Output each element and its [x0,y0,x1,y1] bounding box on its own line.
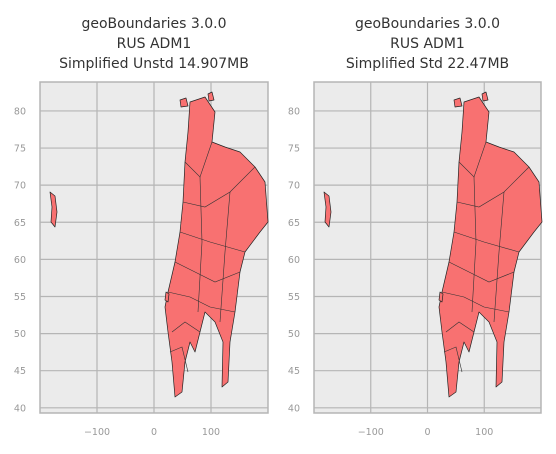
chart-title: geoBoundaries 3.0.0 [355,16,500,32]
y-tick-label: 45 [14,366,26,377]
y-tick-label: 45 [288,366,300,377]
x-tick-label: 0 [424,427,430,438]
y-tick-label: 60 [288,255,300,266]
y-tick-label: 75 [288,144,300,155]
y-tick-label: 70 [288,181,300,192]
y-tick-label: 60 [14,255,26,266]
panel: geoBoundaries 3.0.0 RUS ADM1 Simplified St… [288,16,543,438]
x-tick-label: −100 [84,427,110,438]
y-tick-label: 65 [14,218,26,229]
y-tick-label: 80 [14,106,26,117]
x-tick-label: 100 [202,427,220,438]
y-tick-label: 40 [288,403,300,414]
y-tick-label: 75 [14,144,26,155]
y-tick-label: 70 [14,181,26,192]
y-tick-label: 65 [288,218,300,229]
y-tick-label: 80 [288,106,300,117]
chart-title: geoBoundaries 3.0.0 [81,16,226,32]
chart-title: Simplified Std 22.47MB [346,56,509,72]
y-tick-label: 50 [14,329,26,340]
chart-title: RUS ADM1 [390,36,465,52]
y-tick-label: 40 [14,403,26,414]
y-tick-label: 55 [14,292,26,303]
x-tick-label: 0 [151,427,157,438]
panel: geoBoundaries 3.0.0 RUS ADM1 Simplified Un… [14,16,269,438]
y-tick-label: 55 [288,292,300,303]
chart-title: Simplified Unstd 14.907MB [59,56,249,72]
y-tick-label: 50 [288,329,300,340]
chart-title: RUS ADM1 [117,36,192,52]
x-tick-label: 100 [475,427,493,438]
x-tick-label: −100 [358,427,384,438]
